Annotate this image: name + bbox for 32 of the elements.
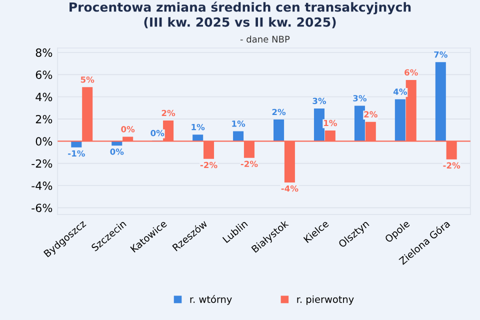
y-tick-label: 4% [36,92,52,102]
y-tick-label: -6% [32,204,52,212]
data-label: 0% [121,126,135,132]
data-label: 2% [364,111,378,118]
data-label: 3% [353,95,367,102]
data-label: 0% [150,130,164,136]
legend-label: r. pierwotny [297,295,354,305]
data-label: 1% [192,124,205,130]
data-label: -2% [240,160,258,168]
y-tick-label: 0% [36,137,52,146]
y-tick-label: 6% [36,70,52,80]
data-label: -2% [443,162,460,169]
data-label: 7% [434,51,448,58]
data-label: 5% [80,76,94,83]
data-label: 0% [110,148,124,155]
data-label: 2% [162,110,176,116]
data-label: 6% [404,69,418,76]
data-label: 3% [312,98,326,104]
data-label: -4% [281,185,298,192]
y-tick-label: -4% [32,182,52,190]
data-label: 4% [393,88,407,95]
y-tick-label: 2% [36,114,52,124]
data-label: 1% [324,120,337,126]
y-tick-label: 8% [36,48,52,57]
data-label: 1% [232,120,246,127]
y-tick-label: -2% [32,159,52,168]
data-label: -1% [68,150,85,157]
legend-label: r. wtórny [190,295,232,305]
data-label: 2% [272,108,286,116]
data-label: -2% [200,162,218,168]
chart-subtitle: - dane NBP [240,36,290,43]
chart-title: Procentowa zmiana średnich cen transakcyjnych (III kw. 2025 vs II kw. 2025) [70,2,411,28]
